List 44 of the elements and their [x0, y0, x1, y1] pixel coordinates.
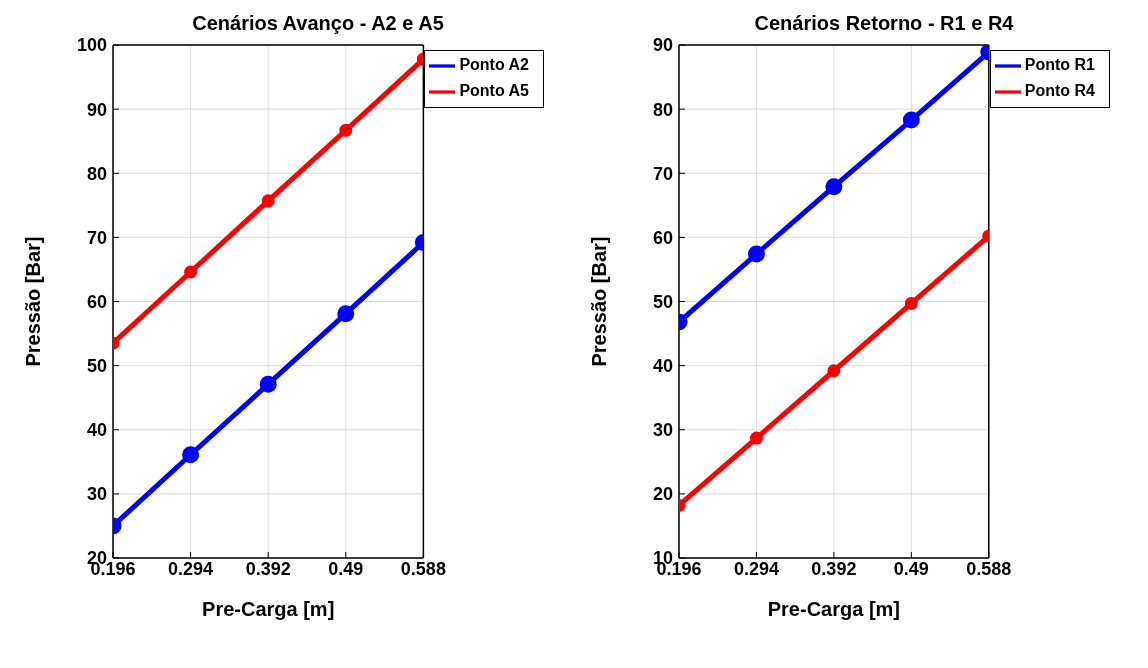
- x-axis-title: Pre-Carga [m]: [202, 598, 335, 620]
- point: [337, 305, 355, 323]
- y-tick-label: 90: [652, 35, 673, 56]
- x-tick-label: 0.49: [893, 558, 929, 579]
- point: [182, 446, 200, 464]
- y-tick-label: 40: [86, 420, 107, 441]
- point: [827, 364, 841, 378]
- y-tick-label: 70: [652, 163, 673, 184]
- x-tick-label: 0.49: [328, 558, 364, 579]
- y-tick-label: 60: [652, 227, 673, 248]
- chart-title: Cenários Retorno - R1 e R4: [753, 12, 1015, 35]
- y-tick-label: 100: [76, 35, 107, 56]
- x-tick-label: 0.588: [400, 558, 446, 579]
- x-tick-label: 0.588: [966, 558, 1012, 579]
- legend-label: Ponto A2: [459, 56, 529, 74]
- y-tick-label: 50: [652, 291, 673, 312]
- y-tick-label: 70: [86, 227, 107, 248]
- point: [259, 375, 277, 393]
- legend-label: Ponto R4: [1024, 82, 1095, 100]
- y-tick-label: 30: [652, 420, 673, 441]
- x-tick-label: 0.392: [245, 558, 291, 579]
- y-axis-title: Pressão [Bar]: [22, 236, 45, 367]
- y-tick-label: 30: [86, 484, 107, 505]
- point: [261, 194, 275, 208]
- point: [902, 111, 920, 129]
- x-tick-label: 0.392: [811, 558, 857, 579]
- point: [339, 123, 353, 137]
- chart-title: Cenários Avanço - A2 e A5: [191, 12, 445, 35]
- legend-label: Ponto A5: [459, 82, 529, 100]
- y-tick-label: 50: [86, 356, 107, 377]
- x-tick-label: 0.294: [733, 558, 779, 579]
- y-tick-label: 80: [652, 99, 673, 120]
- point: [904, 296, 918, 310]
- x-axis-title: Pre-Carga [m]: [767, 598, 901, 620]
- x-tick-label: 0.294: [168, 558, 214, 579]
- legend-label: Ponto R1: [1024, 56, 1095, 74]
- point: [825, 178, 843, 196]
- y-tick-label: 60: [86, 291, 107, 312]
- y-tick-label: 20: [652, 484, 673, 505]
- y-tick-label: 90: [86, 99, 107, 120]
- y-tick-label: 80: [86, 163, 107, 184]
- point: [184, 265, 198, 279]
- y-tick-label: 40: [652, 356, 673, 377]
- y-axis-title: Pressão [Bar]: [588, 236, 611, 367]
